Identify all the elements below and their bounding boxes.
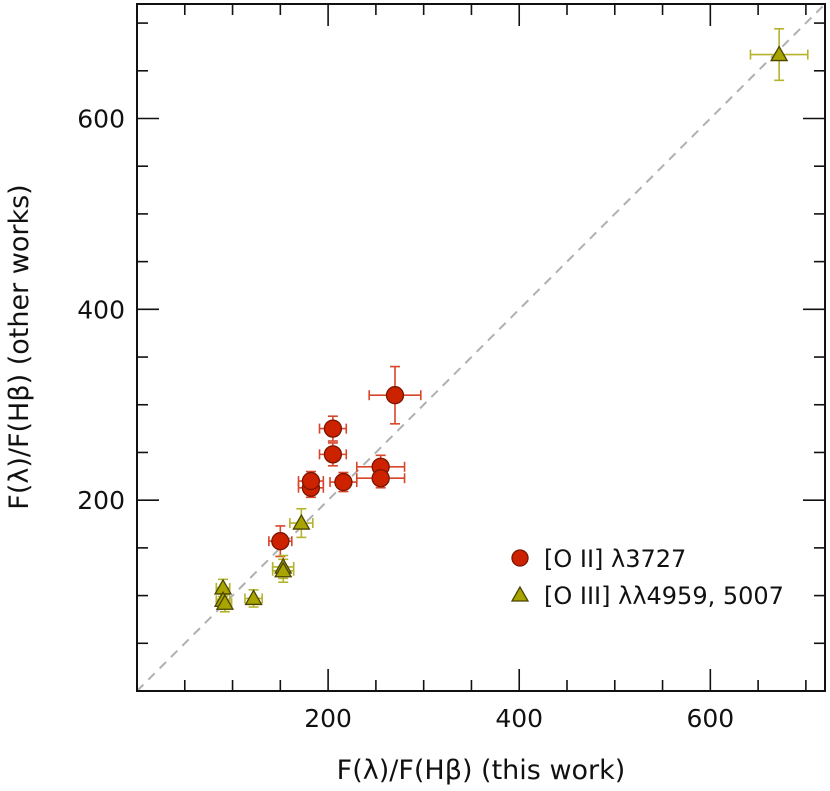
y-tick-label: 400 xyxy=(77,295,125,324)
data-point-triangle xyxy=(215,593,235,610)
legend-label-oii: [O II] λ3727 xyxy=(544,545,686,573)
x-tick-label: 400 xyxy=(495,704,543,733)
data-point-triangle xyxy=(274,561,293,578)
reference-line xyxy=(136,3,826,692)
plot-frame xyxy=(136,3,826,692)
data-point-circle xyxy=(334,472,353,492)
x-tick-label: 600 xyxy=(686,704,734,733)
legend-marker-triangle xyxy=(510,585,530,602)
axes-layer xyxy=(136,3,826,692)
data-point-circle xyxy=(323,445,343,464)
data-point-circle xyxy=(385,386,405,405)
data-point-triangle xyxy=(770,45,789,62)
data-point-triangle xyxy=(292,513,311,530)
x-tick-label: 200 xyxy=(304,704,352,733)
data-point-triangle xyxy=(244,589,263,606)
y-tick-label: 200 xyxy=(77,486,125,515)
x-axis-title: F(λ)/F(Hβ) (this work) xyxy=(337,755,626,786)
data-point-circle xyxy=(271,532,290,551)
tick-label-layer: 200 400 600 200 400 600 xyxy=(77,105,734,734)
data-point-circle xyxy=(371,469,390,488)
legend-marker-circle xyxy=(511,549,529,567)
legend: [O II] λ3727 [O III] λλ4959, 5007 xyxy=(510,545,784,610)
y-tick-label: 600 xyxy=(77,105,125,134)
marker-layer xyxy=(213,45,789,610)
data-point-circle xyxy=(323,419,343,438)
reference-line-layer xyxy=(136,3,826,692)
y-axis-title: F(λ)/F(Hβ) (other works) xyxy=(4,184,35,509)
legend-label-oiii: [O III] λλ4959, 5007 xyxy=(544,582,784,610)
data-point-circle xyxy=(301,471,321,491)
